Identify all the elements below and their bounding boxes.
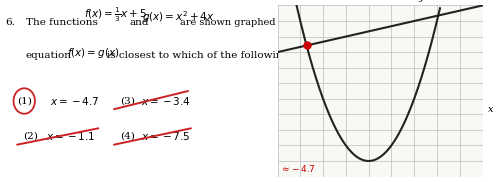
Text: $\approx\!-4.7$: $\approx\!-4.7$ xyxy=(280,163,315,174)
Text: (4): (4) xyxy=(120,132,134,141)
Text: y: y xyxy=(418,0,424,2)
Text: is closest to which of the following?: is closest to which of the following? xyxy=(107,51,294,60)
Text: (2): (2) xyxy=(23,132,38,141)
Text: The functions: The functions xyxy=(26,18,98,27)
Text: (3): (3) xyxy=(120,96,134,106)
Text: 6.: 6. xyxy=(6,18,16,27)
Text: $x=-3.4$: $x=-3.4$ xyxy=(141,95,191,107)
Text: are shown graphed below. The negative solution to the: are shown graphed below. The negative so… xyxy=(180,18,451,27)
Text: equation: equation xyxy=(26,51,72,60)
Text: x: x xyxy=(488,105,493,114)
Text: (1): (1) xyxy=(17,96,32,106)
Text: $f(x)=g(x)$: $f(x)=g(x)$ xyxy=(67,46,120,60)
Text: $x=-1.1$: $x=-1.1$ xyxy=(46,130,95,143)
Text: $x=-4.7$: $x=-4.7$ xyxy=(50,95,98,107)
Text: $g(x)=x^2+4x$: $g(x)=x^2+4x$ xyxy=(142,9,214,25)
Text: $x=-7.5$: $x=-7.5$ xyxy=(141,130,190,143)
Text: $f(x)=\frac{1}{3}x+5$: $f(x)=\frac{1}{3}x+5$ xyxy=(84,5,147,24)
Text: and: and xyxy=(130,18,149,27)
